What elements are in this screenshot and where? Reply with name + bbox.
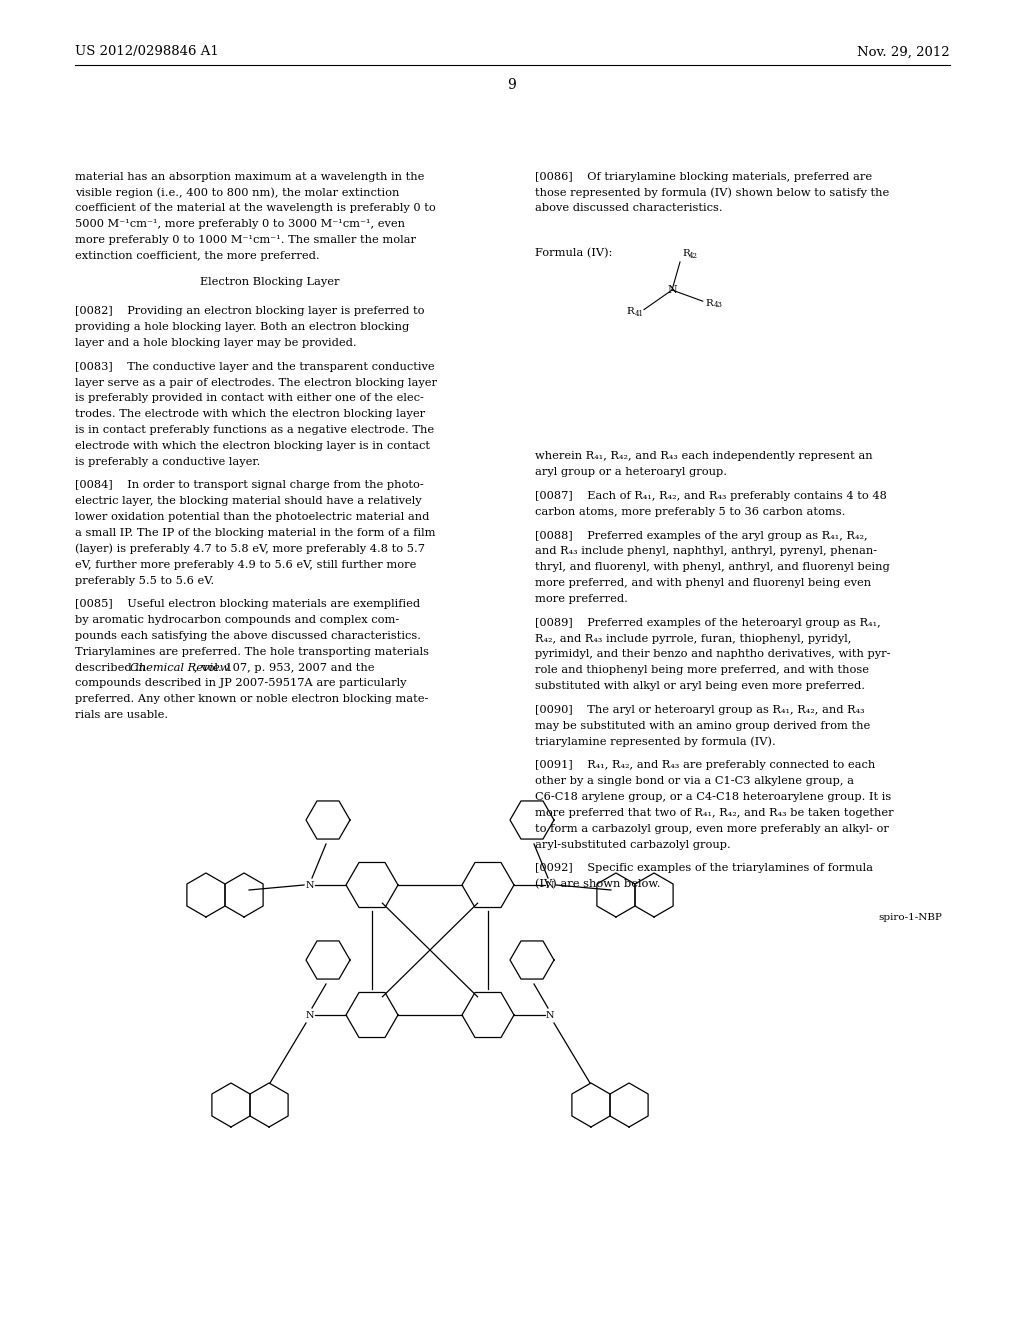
- Text: electric layer, the blocking material should have a relatively: electric layer, the blocking material sh…: [75, 496, 422, 507]
- Text: aryl-substituted carbazolyl group.: aryl-substituted carbazolyl group.: [535, 840, 731, 850]
- Text: visible region (i.e., 400 to 800 nm), the molar extinction: visible region (i.e., 400 to 800 nm), th…: [75, 187, 399, 198]
- Text: 9: 9: [508, 78, 516, 92]
- Text: [0088]    Preferred examples of the aryl group as R₄₁, R₄₂,: [0088] Preferred examples of the aryl gr…: [535, 531, 867, 541]
- Text: by aromatic hydrocarbon compounds and complex com-: by aromatic hydrocarbon compounds and co…: [75, 615, 399, 626]
- Text: more preferred.: more preferred.: [535, 594, 628, 605]
- Text: N: N: [306, 1011, 314, 1019]
- Text: providing a hole blocking layer. Both an electron blocking: providing a hole blocking layer. Both an…: [75, 322, 410, 333]
- Text: above discussed characteristics.: above discussed characteristics.: [535, 203, 723, 214]
- Text: [0083]    The conductive layer and the transparent conductive: [0083] The conductive layer and the tran…: [75, 362, 434, 372]
- Text: those represented by formula (IV) shown below to satisfy the: those represented by formula (IV) shown …: [535, 187, 889, 198]
- Text: (layer) is preferably 4.7 to 5.8 eV, more preferably 4.8 to 5.7: (layer) is preferably 4.7 to 5.8 eV, mor…: [75, 544, 425, 554]
- Text: N: N: [306, 880, 314, 890]
- Text: Electron Blocking Layer: Electron Blocking Layer: [201, 277, 340, 288]
- Text: C6-C18 arylene group, or a C4-C18 heteroarylene group. It is: C6-C18 arylene group, or a C4-C18 hetero…: [535, 792, 891, 803]
- Text: described in: described in: [75, 663, 150, 673]
- Text: may be substituted with an amino group derived from the: may be substituted with an amino group d…: [535, 721, 870, 731]
- Text: is preferably a conductive layer.: is preferably a conductive layer.: [75, 457, 260, 467]
- Text: coefficient of the material at the wavelength is preferably 0 to: coefficient of the material at the wavel…: [75, 203, 436, 214]
- Text: [0091]    R₄₁, R₄₂, and R₄₃ are preferably connected to each: [0091] R₄₁, R₄₂, and R₄₃ are preferably …: [535, 760, 876, 771]
- Text: N: N: [546, 880, 554, 890]
- Text: US 2012/0298846 A1: US 2012/0298846 A1: [75, 45, 219, 58]
- Text: wherein R₄₁, R₄₂, and R₄₃ each independently represent an: wherein R₄₁, R₄₂, and R₄₃ each independe…: [535, 451, 872, 462]
- Text: other by a single bond or via a C1-C3 alkylene group, a: other by a single bond or via a C1-C3 al…: [535, 776, 854, 787]
- Text: layer serve as a pair of electrodes. The electron blocking layer: layer serve as a pair of electrodes. The…: [75, 378, 437, 388]
- Text: [0090]    The aryl or heteroaryl group as R₄₁, R₄₂, and R₄₃: [0090] The aryl or heteroaryl group as R…: [535, 705, 864, 715]
- Text: [0087]    Each of R₄₁, R₄₂, and R₄₃ preferably contains 4 to 48: [0087] Each of R₄₁, R₄₂, and R₄₃ prefera…: [535, 491, 887, 502]
- Text: R: R: [682, 249, 690, 257]
- Text: [0084]    In order to transport signal charge from the photo-: [0084] In order to transport signal char…: [75, 480, 424, 491]
- Text: electrode with which the electron blocking layer is in contact: electrode with which the electron blocki…: [75, 441, 430, 451]
- Text: N: N: [546, 1011, 554, 1019]
- Text: [0085]    Useful electron blocking materials are exemplified: [0085] Useful electron blocking material…: [75, 599, 420, 610]
- Text: more preferred that two of R₄₁, R₄₂, and R₄₃ be taken together: more preferred that two of R₄₁, R₄₂, and…: [535, 808, 894, 818]
- Text: R₄₂, and R₄₃ include pyrrole, furan, thiophenyl, pyridyl,: R₄₂, and R₄₃ include pyrrole, furan, thi…: [535, 634, 851, 644]
- Text: lower oxidation potential than the photoelectric material and: lower oxidation potential than the photo…: [75, 512, 429, 523]
- Text: compounds described in JP 2007-59517A are particularly: compounds described in JP 2007-59517A ar…: [75, 678, 407, 689]
- Text: 42: 42: [689, 252, 698, 260]
- Text: 43: 43: [714, 301, 723, 309]
- Text: is preferably provided in contact with either one of the elec-: is preferably provided in contact with e…: [75, 393, 424, 404]
- Text: a small IP. The IP of the blocking material in the form of a film: a small IP. The IP of the blocking mater…: [75, 528, 435, 539]
- Text: is in contact preferably functions as a negative electrode. The: is in contact preferably functions as a …: [75, 425, 434, 436]
- Text: Chemical Review: Chemical Review: [130, 663, 230, 673]
- Text: and R₄₃ include phenyl, naphthyl, anthryl, pyrenyl, phenan-: and R₄₃ include phenyl, naphthyl, anthry…: [535, 546, 878, 557]
- Text: to form a carbazolyl group, even more preferably an alkyl- or: to form a carbazolyl group, even more pr…: [535, 824, 889, 834]
- Text: pounds each satisfying the above discussed characteristics.: pounds each satisfying the above discuss…: [75, 631, 421, 642]
- Text: , vol. 107, p. 953, 2007 and the: , vol. 107, p. 953, 2007 and the: [195, 663, 375, 673]
- Text: [0082]    Providing an electron blocking layer is preferred to: [0082] Providing an electron blocking la…: [75, 306, 425, 317]
- Text: layer and a hole blocking layer may be provided.: layer and a hole blocking layer may be p…: [75, 338, 356, 348]
- Text: role and thiophenyl being more preferred, and with those: role and thiophenyl being more preferred…: [535, 665, 869, 676]
- Text: [0086]    Of triarylamine blocking materials, preferred are: [0086] Of triarylamine blocking material…: [535, 172, 872, 182]
- Text: trodes. The electrode with which the electron blocking layer: trodes. The electrode with which the ele…: [75, 409, 425, 420]
- Text: (IV) are shown below.: (IV) are shown below.: [535, 879, 660, 890]
- Text: preferably 5.5 to 5.6 eV.: preferably 5.5 to 5.6 eV.: [75, 576, 214, 586]
- Text: R: R: [706, 298, 714, 308]
- Text: material has an absorption maximum at a wavelength in the: material has an absorption maximum at a …: [75, 172, 424, 182]
- Text: extinction coefficient, the more preferred.: extinction coefficient, the more preferr…: [75, 251, 319, 261]
- Text: Nov. 29, 2012: Nov. 29, 2012: [857, 45, 950, 58]
- Text: carbon atoms, more preferably 5 to 36 carbon atoms.: carbon atoms, more preferably 5 to 36 ca…: [535, 507, 846, 517]
- Text: thryl, and fluorenyl, with phenyl, anthryl, and fluorenyl being: thryl, and fluorenyl, with phenyl, anthr…: [535, 562, 890, 573]
- Text: [0089]    Preferred examples of the heteroaryl group as R₄₁,: [0089] Preferred examples of the heteroa…: [535, 618, 881, 628]
- Text: substituted with alkyl or aryl being even more preferred.: substituted with alkyl or aryl being eve…: [535, 681, 865, 692]
- Text: spiro-1-NBP: spiro-1-NBP: [879, 913, 942, 923]
- Text: Formula (IV):: Formula (IV):: [535, 248, 612, 259]
- Text: more preferably 0 to 1000 M⁻¹cm⁻¹. The smaller the molar: more preferably 0 to 1000 M⁻¹cm⁻¹. The s…: [75, 235, 416, 246]
- Text: 5000 M⁻¹cm⁻¹, more preferably 0 to 3000 M⁻¹cm⁻¹, even: 5000 M⁻¹cm⁻¹, more preferably 0 to 3000 …: [75, 219, 406, 230]
- Text: pyrimidyl, and their benzo and naphtho derivatives, with pyr-: pyrimidyl, and their benzo and naphtho d…: [535, 649, 891, 660]
- Text: eV, further more preferably 4.9 to 5.6 eV, still further more: eV, further more preferably 4.9 to 5.6 e…: [75, 560, 417, 570]
- Text: 41: 41: [635, 310, 644, 318]
- Text: N: N: [667, 285, 677, 294]
- Text: preferred. Any other known or noble electron blocking mate-: preferred. Any other known or noble elec…: [75, 694, 428, 705]
- Text: aryl group or a heteroaryl group.: aryl group or a heteroaryl group.: [535, 467, 727, 478]
- Text: rials are usable.: rials are usable.: [75, 710, 168, 721]
- Text: [0092]    Specific examples of the triarylamines of formula: [0092] Specific examples of the triaryla…: [535, 863, 873, 874]
- Text: R: R: [626, 308, 634, 315]
- Text: more preferred, and with phenyl and fluorenyl being even: more preferred, and with phenyl and fluo…: [535, 578, 871, 589]
- Text: Triarylamines are preferred. The hole transporting materials: Triarylamines are preferred. The hole tr…: [75, 647, 429, 657]
- Text: triarylamine represented by formula (IV).: triarylamine represented by formula (IV)…: [535, 737, 776, 747]
